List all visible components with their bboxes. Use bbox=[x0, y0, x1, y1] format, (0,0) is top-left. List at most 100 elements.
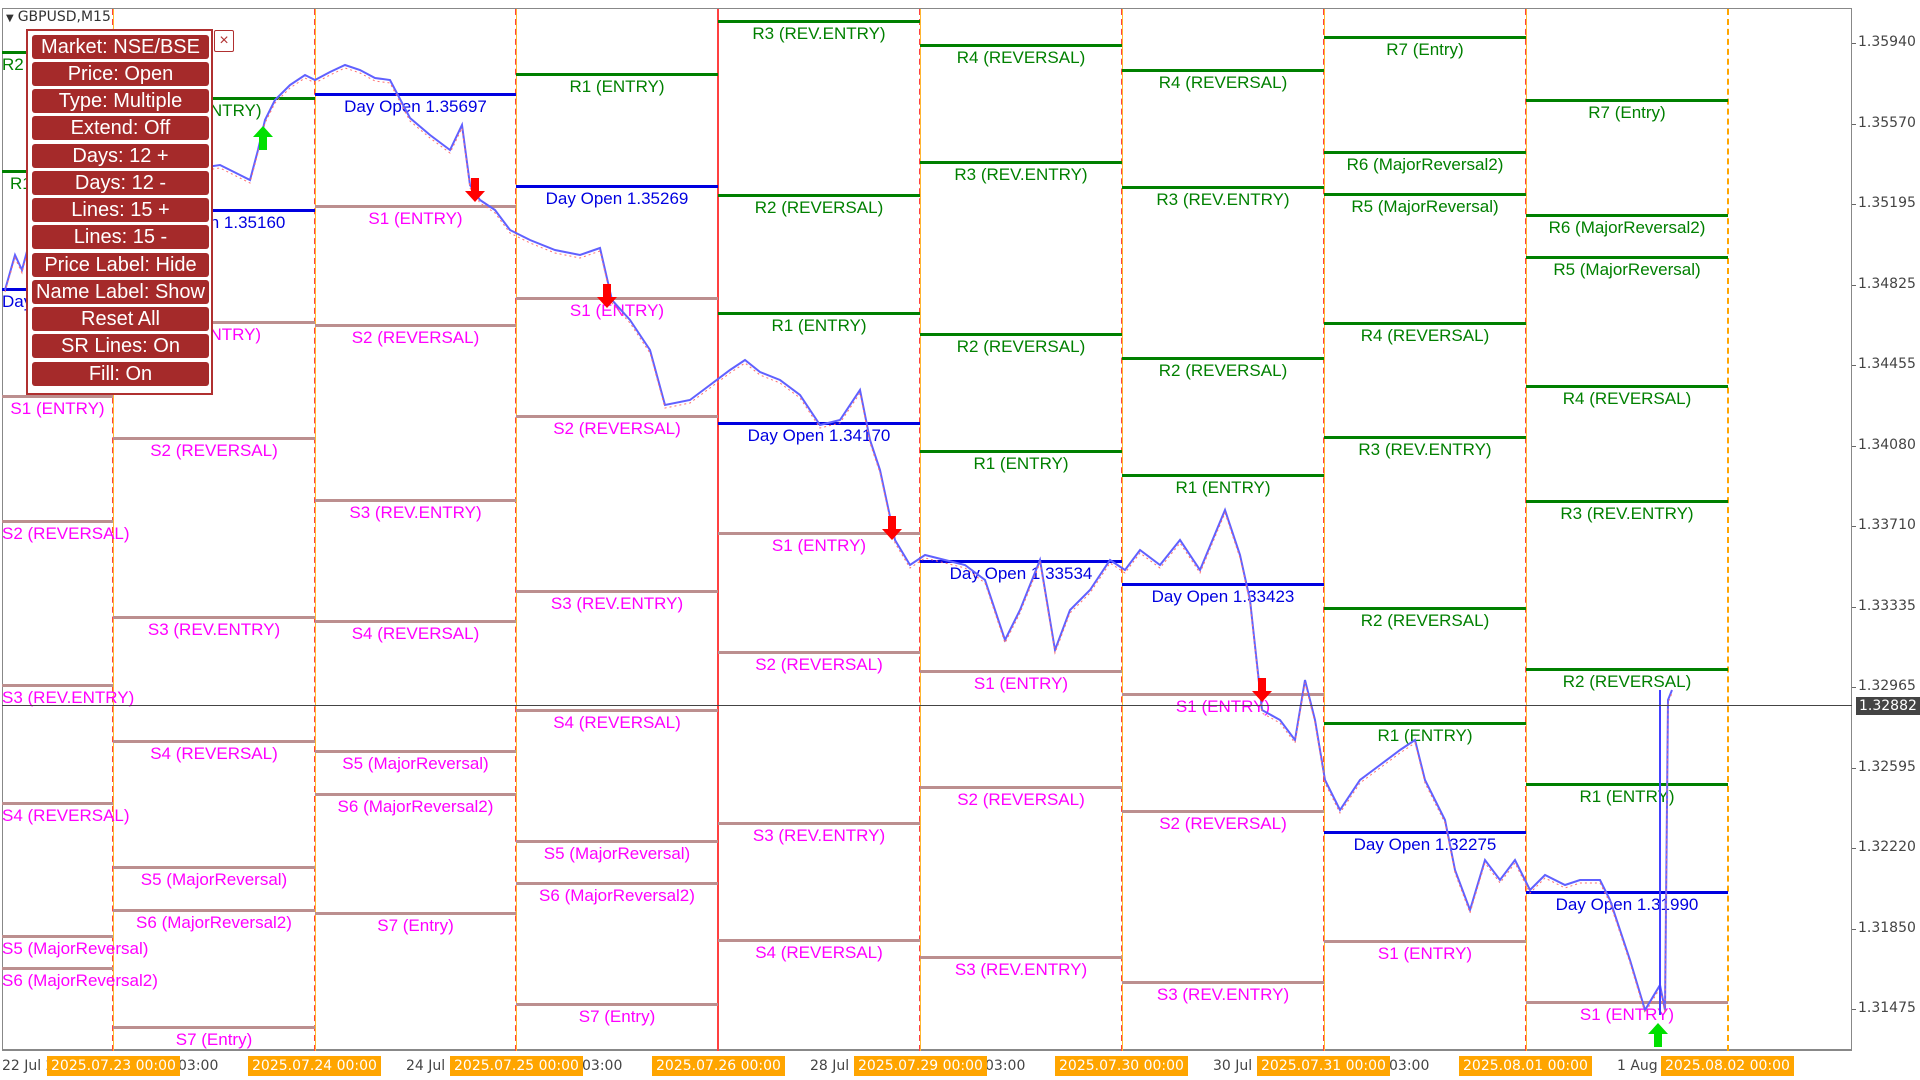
day-open-line: Day Open 1.32275 bbox=[1324, 831, 1526, 854]
price-button[interactable]: Price: Open bbox=[32, 62, 209, 86]
level-label: S5 (MajorReversal) bbox=[140, 870, 288, 889]
level-label: R1 (ENTRY) bbox=[973, 454, 1069, 473]
days-decrease-button[interactable]: Days: 12 - bbox=[32, 171, 209, 195]
market-button[interactable]: Market: NSE/BSE bbox=[32, 35, 209, 59]
days-increase-button[interactable]: Days: 12 + bbox=[32, 144, 209, 168]
support-line: S2 (REVERSAL) bbox=[920, 786, 1122, 809]
level-label: Day Open 1.35269 bbox=[545, 189, 689, 208]
level-label: S7 (Entry) bbox=[175, 1030, 253, 1049]
level-label: S2 (REVERSAL) bbox=[1159, 814, 1287, 833]
level-label: S5 (MajorReversal) bbox=[543, 844, 691, 863]
day-separator-line bbox=[1324, 9, 1325, 1051]
day-open-line: Day Open 1.33423 bbox=[1122, 583, 1324, 606]
level-label: R2 (REVERSAL) bbox=[956, 337, 1086, 356]
current-price-badge: 1.32882 bbox=[1856, 697, 1920, 715]
level-label: R1 (ENTRY) bbox=[1579, 787, 1675, 806]
close-icon: × bbox=[219, 32, 229, 49]
support-line: S5 (MajorReversal) bbox=[113, 866, 315, 889]
resistance-line: R7 (Entry) bbox=[1324, 36, 1526, 59]
lines-decrease-button[interactable]: Lines: 15 - bbox=[32, 225, 209, 249]
resistance-line: R1 (ENTRY) bbox=[920, 450, 1122, 473]
price-axis[interactable]: 1.35940 1.35570 1.35195 1.34825 1.34455 … bbox=[1852, 8, 1920, 1051]
resistance-line: R1 (ENTRY) bbox=[516, 73, 718, 96]
level-label: S2 (REVERSAL) bbox=[351, 328, 480, 347]
support-line: S1 (ENTRY) bbox=[1324, 940, 1526, 963]
time-label: 03:00 bbox=[582, 1058, 623, 1074]
price-tick: 1.33710 bbox=[1852, 517, 1916, 533]
day-separator-label: 2025.07.31 00:00 bbox=[1257, 1056, 1390, 1076]
price-tick: 1.32595 bbox=[1852, 759, 1916, 775]
support-line: S1 (ENTRY) bbox=[315, 205, 516, 228]
level-label: R6 (MajorReversal2) bbox=[1548, 218, 1706, 237]
level-label: S2 (REVERSAL) bbox=[150, 441, 278, 460]
collapse-triangle-icon[interactable]: ▼ bbox=[6, 13, 14, 24]
resistance-line: R3 (REV.ENTRY) bbox=[1122, 186, 1324, 209]
time-label: 03:00 bbox=[985, 1058, 1026, 1074]
level-label: R4 (REVERSAL) bbox=[1562, 389, 1692, 408]
day-separator-future bbox=[1727, 9, 1729, 1051]
panel-close-button[interactable]: × bbox=[214, 30, 234, 52]
price-label-button[interactable]: Price Label: Hide bbox=[32, 253, 209, 277]
level-label: S3 (REV.ENTRY) bbox=[147, 620, 281, 639]
level-label: R2 (REVERSAL) bbox=[1360, 611, 1490, 630]
level-label: S4 (REVERSAL) bbox=[150, 744, 278, 763]
price-tick: 1.32965 bbox=[1852, 678, 1916, 694]
support-line: S1 (ENTRY) bbox=[1526, 1001, 1728, 1024]
support-line: S3 (REV.ENTRY) bbox=[920, 956, 1122, 979]
day-separator-line bbox=[1526, 9, 1527, 1051]
level-label: S2 (REVERSAL) bbox=[755, 655, 883, 674]
day-open-line: Day Open 1.35697 bbox=[315, 93, 516, 116]
chart-title: ▼ GBPUSD,M15 bbox=[6, 9, 111, 25]
level-label: S3 (REV.ENTRY) bbox=[550, 594, 684, 613]
reset-all-button[interactable]: Reset All bbox=[32, 307, 209, 331]
level-label: S3 (REV.ENTRY) bbox=[1156, 985, 1290, 1004]
level-label: S1 (ENTRY) bbox=[771, 536, 867, 555]
resistance-line: R2 (REVERSAL) bbox=[718, 194, 920, 217]
level-label: S1 (ENTRY) bbox=[1579, 1005, 1675, 1024]
name-label-button[interactable]: Name Label: Show bbox=[32, 280, 209, 304]
support-line: S4 (REVERSAL) bbox=[2, 802, 130, 825]
sell-arrow-icon bbox=[597, 284, 617, 308]
level-label: S7 (Entry) bbox=[578, 1007, 656, 1026]
level-label: Day Open 1.35697 bbox=[344, 97, 487, 116]
chart-frame bbox=[2, 8, 1852, 1051]
price-tick: 1.35570 bbox=[1852, 115, 1916, 131]
level-label: S2 (REVERSAL) bbox=[2, 524, 130, 543]
resistance-line: R4 (REVERSAL) bbox=[1324, 322, 1526, 345]
level-label: S6 (MajorReversal2) bbox=[539, 886, 695, 905]
level-label: R3 (REV.ENTRY) bbox=[954, 165, 1088, 184]
resistance-line: R3 (REV.ENTRY) bbox=[920, 161, 1122, 184]
sr-lines-button[interactable]: SR Lines: On bbox=[32, 334, 209, 358]
level-label: R7 (Entry) bbox=[1588, 103, 1666, 122]
support-line: S4 (REVERSAL) bbox=[315, 620, 516, 643]
resistance-line: R3 (REV.ENTRY) bbox=[1324, 436, 1526, 459]
type-button[interactable]: Type: Multiple bbox=[32, 89, 209, 113]
extend-button[interactable]: Extend: Off bbox=[32, 116, 209, 140]
resistance-line: R1 (ENTRY) bbox=[1526, 783, 1728, 806]
day-separator-line bbox=[113, 9, 114, 1051]
time-label: 03:00 bbox=[1389, 1058, 1430, 1074]
level-label: R3 (REV.ENTRY) bbox=[1358, 440, 1492, 459]
level-label: S6 (MajorReversal2) bbox=[337, 797, 494, 816]
symbol-title: GBPUSD,M15 bbox=[17, 9, 111, 25]
support-line: S2 (REVERSAL) bbox=[2, 520, 130, 543]
day-separator-label: 2025.07.25 00:00 bbox=[450, 1056, 583, 1076]
level-label: R4 (REVERSAL) bbox=[1360, 326, 1490, 345]
lines-increase-button[interactable]: Lines: 15 + bbox=[32, 198, 209, 222]
support-line: S5 (MajorReversal) bbox=[516, 840, 718, 863]
resistance-line: R1 (ENTRY) bbox=[1122, 474, 1324, 497]
sell-arrow-icon bbox=[1252, 678, 1272, 702]
time-axis[interactable]: 22 Jul 2025 03:00 24 Jul 2025 03:00 28 J… bbox=[0, 1052, 1852, 1080]
support-line: S1 (ENTRY) bbox=[1122, 693, 1324, 716]
support-line: S2 (REVERSAL) bbox=[113, 437, 315, 460]
level-label: S1 (ENTRY) bbox=[10, 399, 105, 418]
level-label: S1 (ENTRY) bbox=[368, 209, 463, 228]
sell-arrow-icon bbox=[882, 516, 902, 540]
day-separator-label: 2025.08.01 00:00 bbox=[1459, 1056, 1592, 1076]
fill-button[interactable]: Fill: On bbox=[32, 362, 209, 386]
support-line: S6 (MajorReversal2) bbox=[516, 882, 718, 905]
day-separator-label: 2025.07.23 00:00 bbox=[47, 1056, 180, 1076]
support-line: S3 (REV.ENTRY) bbox=[1122, 981, 1324, 1004]
resistance-line: R2 (REVERSAL) bbox=[1526, 668, 1728, 691]
